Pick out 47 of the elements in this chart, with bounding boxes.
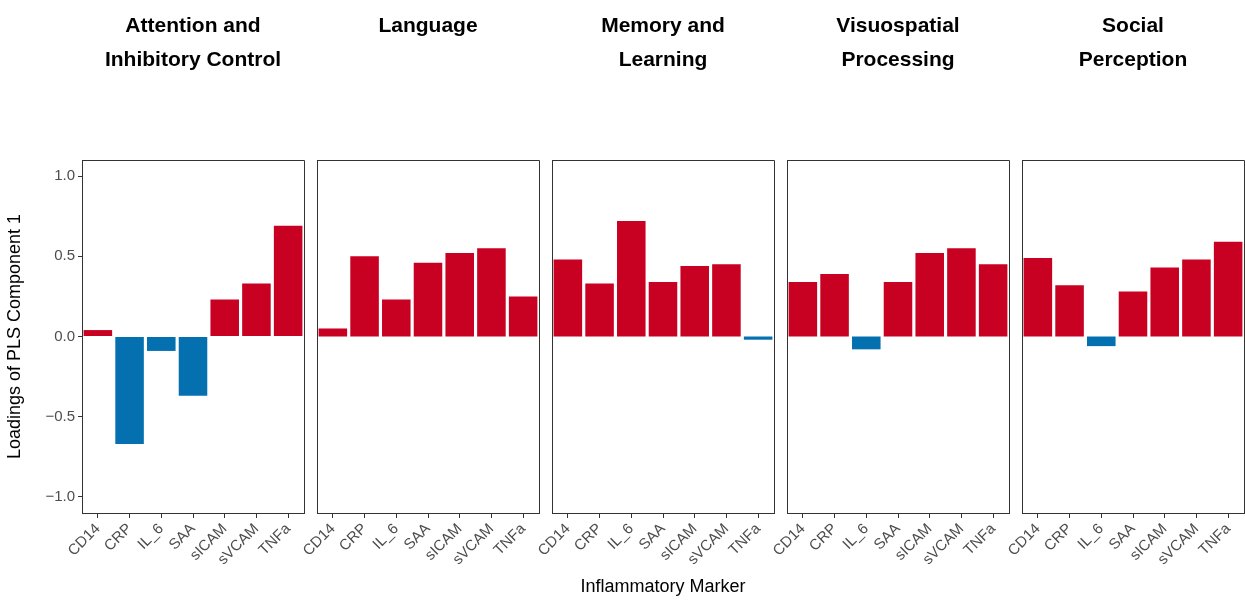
bar <box>852 336 881 350</box>
chart-title: Social Perception <box>1077 12 1189 72</box>
bar <box>273 225 303 336</box>
bar <box>115 337 144 445</box>
bar <box>242 283 271 336</box>
bar <box>648 281 678 337</box>
bar <box>788 281 818 337</box>
bar <box>617 220 646 337</box>
chart-title: Language <box>377 12 479 38</box>
bar <box>743 336 773 340</box>
x-axis-title: Inflammatory Marker <box>580 576 746 597</box>
y-tick-label: −1.0 <box>45 487 75 505</box>
bar <box>1150 267 1179 337</box>
bar <box>820 273 849 337</box>
bar <box>680 265 709 337</box>
bar <box>915 253 944 337</box>
bar <box>382 299 411 337</box>
bar <box>508 296 538 337</box>
y-axis-title: Loadings of PLS Component 1 <box>3 213 24 460</box>
bar <box>1087 336 1116 347</box>
chart-title: Visuospatial Processing <box>835 12 961 72</box>
bar <box>1213 241 1243 337</box>
bar <box>178 337 208 396</box>
bar <box>1055 285 1084 337</box>
y-tick-label: 0.5 <box>54 246 75 264</box>
bar <box>978 264 1008 337</box>
bar <box>1182 259 1211 337</box>
bar <box>350 256 379 337</box>
y-tick-label: −0.5 <box>45 406 75 424</box>
bar <box>477 248 506 337</box>
bar <box>445 253 474 337</box>
bar <box>585 283 614 337</box>
bar <box>210 299 239 336</box>
bar <box>712 264 741 337</box>
chart-title: Memory and Learning <box>600 12 726 72</box>
chart-title: Attention and Inhibitory Control <box>103 12 283 72</box>
y-tick-label: 1.0 <box>54 166 75 184</box>
bar <box>318 328 348 337</box>
bar <box>553 259 583 337</box>
bar <box>147 337 176 351</box>
bar <box>1118 291 1148 337</box>
bar <box>947 248 976 337</box>
bar <box>413 262 443 337</box>
y-tick-label: 0.0 <box>54 326 75 344</box>
bar <box>1023 257 1053 337</box>
bar <box>883 281 913 337</box>
bar <box>83 330 113 336</box>
